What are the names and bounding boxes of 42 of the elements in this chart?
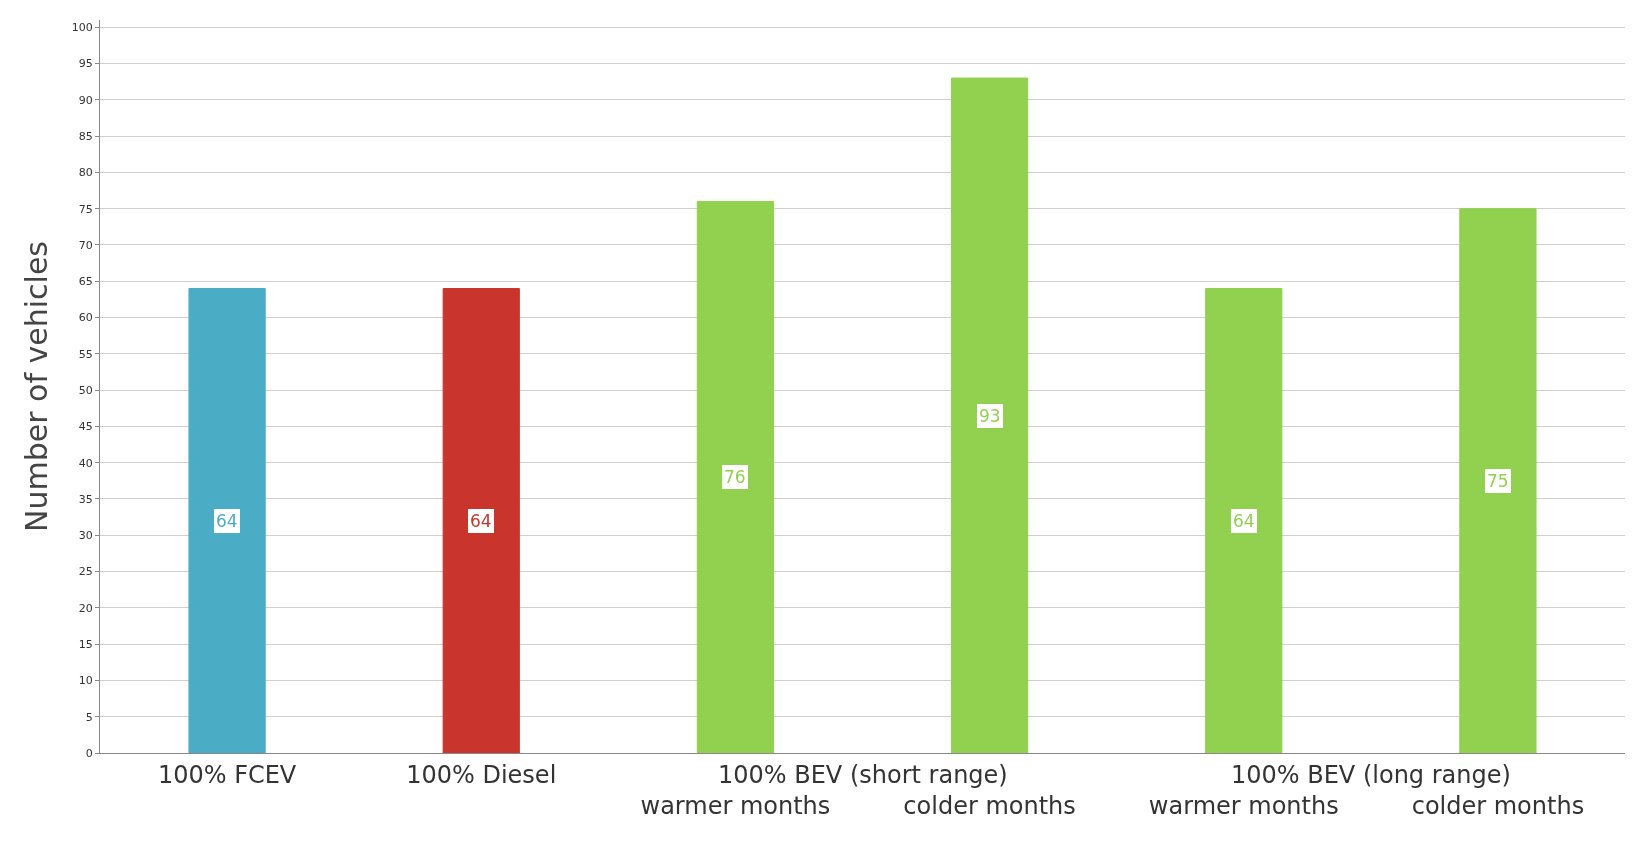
y-tick-label: 70: [78, 238, 93, 252]
y-tick-label: 60: [78, 311, 93, 325]
y-tick-label: 75: [78, 202, 93, 216]
text: 100% BEV (short range): [718, 761, 1008, 789]
y-tick-label: 100: [71, 21, 93, 35]
y-tick-label: 85: [78, 129, 93, 143]
y-tick-label: 50: [78, 383, 93, 397]
y-tick-label: 95: [78, 57, 93, 71]
x-tick-label: colder months: [903, 792, 1076, 820]
data-label: 76: [724, 467, 746, 487]
y-tick-label: 90: [78, 93, 93, 107]
y-tick-label: 20: [78, 601, 93, 615]
text: 100% BEV (long range): [1231, 761, 1511, 789]
y-tick-label: 5: [85, 710, 93, 724]
x-tick-label: warmer months: [1148, 792, 1339, 820]
y-tick-label: 10: [78, 674, 93, 688]
x-tick-label: 100% FCEV: [157, 760, 297, 789]
bar: [1205, 288, 1283, 753]
bar: [188, 288, 266, 753]
y-tick-label: 35: [78, 492, 93, 506]
x-tick-label: 100% Diesel: [406, 760, 557, 789]
bar: [696, 200, 775, 753]
x-tick-label: colder months: [1411, 792, 1585, 820]
y-axis-title: Number of vehicles: [18, 241, 54, 532]
bar: [1459, 208, 1537, 753]
x-tick-label: warmer months: [640, 792, 831, 820]
y-tick-label: 25: [78, 565, 93, 579]
y-tick-label: 40: [78, 456, 93, 470]
bar: [442, 288, 520, 753]
data-label: 64: [470, 511, 492, 531]
data-label: 64: [1233, 511, 1255, 531]
y-tick-label: 30: [78, 529, 93, 543]
y-tick-label: 80: [78, 166, 93, 180]
y-tick-label: 45: [78, 420, 93, 434]
data-label: 64: [216, 511, 238, 531]
y-tick-label: 0: [85, 746, 93, 760]
y-tick-label: 65: [78, 275, 93, 289]
data-label: 93: [979, 406, 1001, 426]
y-tick-label: 15: [78, 637, 93, 651]
y-tick-label: 55: [78, 347, 93, 361]
data-label: 75: [1487, 471, 1509, 491]
bar: [950, 77, 1029, 753]
